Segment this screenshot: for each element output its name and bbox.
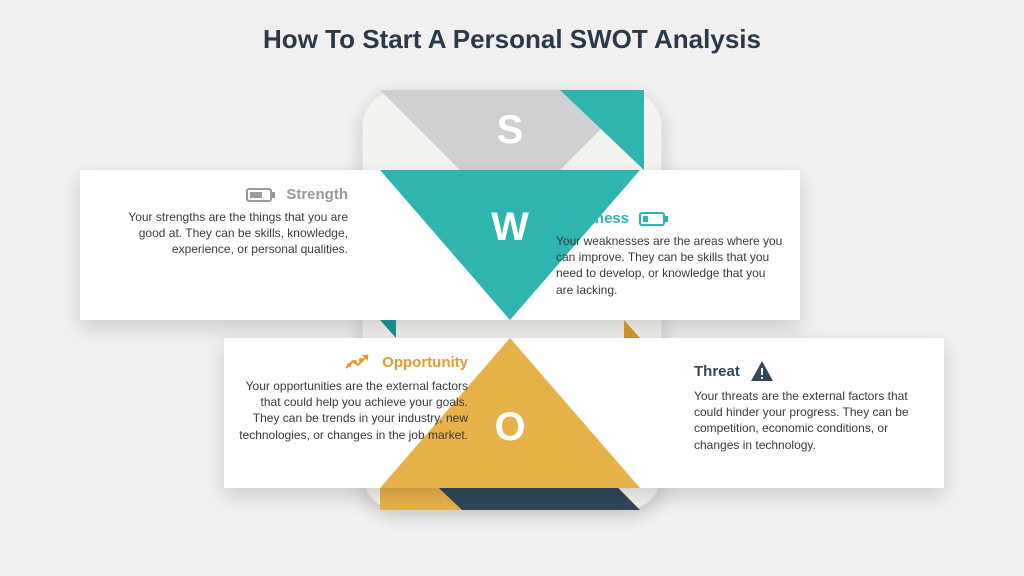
box-opportunity: Opportunity Your opportunities are the e… <box>238 352 468 443</box>
body-strength: Your strengths are the things that you a… <box>118 209 348 258</box>
page-title: How To Start A Personal SWOT Analysis <box>0 24 1024 55</box>
heading-weakness: Weakness <box>556 210 629 227</box>
box-strength: Strength Your strengths are the things t… <box>118 186 348 258</box>
heading-strength: Strength <box>286 186 348 203</box>
fold-o <box>624 320 640 338</box>
box-threat: Threat Your threats are the external fac… <box>694 360 924 453</box>
box-weakness: Weakness Your weaknesses are the areas w… <box>556 210 786 298</box>
battery-icon <box>246 187 276 203</box>
fold-s <box>560 90 644 170</box>
growth-icon <box>344 352 372 372</box>
heading-opportunity: Opportunity <box>382 354 468 371</box>
battery-low-icon <box>639 211 669 227</box>
fold-w <box>380 320 396 338</box>
body-opportunity: Your opportunities are the external fact… <box>238 378 468 443</box>
body-threat: Your threats are the external factors th… <box>694 388 924 453</box>
heading-threat: Threat <box>694 363 740 380</box>
body-weakness: Your weaknesses are the areas where you … <box>556 233 786 298</box>
warning-icon <box>750 360 774 382</box>
